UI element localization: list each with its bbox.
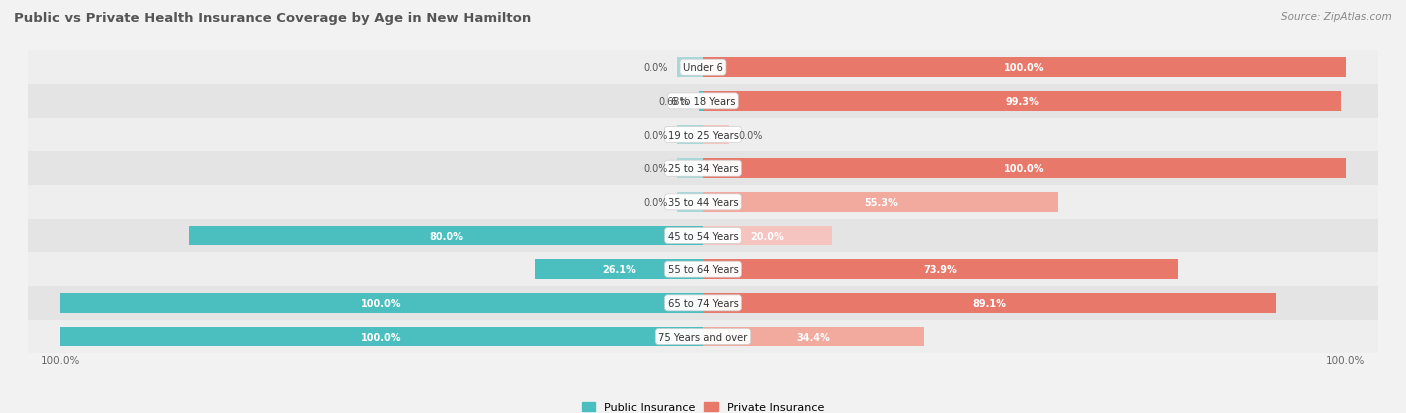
- Bar: [678, 58, 703, 78]
- Bar: [678, 159, 703, 178]
- Bar: [28, 286, 1378, 320]
- Bar: [678, 192, 703, 212]
- Bar: [28, 119, 1378, 152]
- Text: 100.0%: 100.0%: [41, 355, 80, 365]
- Text: 35 to 44 Years: 35 to 44 Years: [668, 197, 738, 207]
- Bar: [60, 327, 703, 347]
- Text: 100.0%: 100.0%: [1004, 164, 1045, 174]
- Text: 55 to 64 Years: 55 to 64 Years: [668, 265, 738, 275]
- Legend: Public Insurance, Private Insurance: Public Insurance, Private Insurance: [578, 398, 828, 413]
- Bar: [703, 126, 728, 145]
- Bar: [28, 185, 1378, 219]
- Bar: [703, 192, 1059, 212]
- Text: 0.0%: 0.0%: [644, 130, 668, 140]
- Text: 26.1%: 26.1%: [602, 265, 636, 275]
- Text: 55.3%: 55.3%: [863, 197, 897, 207]
- Text: 0.68%: 0.68%: [658, 97, 689, 107]
- Text: 100.0%: 100.0%: [361, 298, 402, 308]
- Text: 0.0%: 0.0%: [738, 130, 762, 140]
- Bar: [703, 92, 1341, 112]
- Bar: [703, 327, 924, 347]
- Bar: [188, 226, 703, 246]
- Bar: [28, 219, 1378, 253]
- Text: 0.0%: 0.0%: [644, 164, 668, 174]
- Text: Source: ZipAtlas.com: Source: ZipAtlas.com: [1281, 12, 1392, 22]
- Text: 0.0%: 0.0%: [644, 197, 668, 207]
- Text: 100.0%: 100.0%: [1326, 355, 1365, 365]
- Text: Under 6: Under 6: [683, 63, 723, 73]
- Text: 19 to 25 Years: 19 to 25 Years: [668, 130, 738, 140]
- Bar: [28, 152, 1378, 185]
- Text: 73.9%: 73.9%: [924, 265, 957, 275]
- Text: 34.4%: 34.4%: [797, 332, 831, 342]
- Text: 100.0%: 100.0%: [361, 332, 402, 342]
- Text: 89.1%: 89.1%: [973, 298, 1007, 308]
- Text: 75 Years and over: 75 Years and over: [658, 332, 748, 342]
- Text: 25 to 34 Years: 25 to 34 Years: [668, 164, 738, 174]
- Text: 0.0%: 0.0%: [644, 63, 668, 73]
- Text: 65 to 74 Years: 65 to 74 Years: [668, 298, 738, 308]
- Text: 45 to 54 Years: 45 to 54 Years: [668, 231, 738, 241]
- Bar: [28, 320, 1378, 354]
- Bar: [28, 51, 1378, 85]
- Bar: [28, 85, 1378, 119]
- Text: Public vs Private Health Insurance Coverage by Age in New Hamilton: Public vs Private Health Insurance Cover…: [14, 12, 531, 25]
- Text: 100.0%: 100.0%: [1004, 63, 1045, 73]
- Bar: [536, 260, 703, 279]
- Bar: [678, 126, 703, 145]
- Bar: [703, 159, 1346, 178]
- Bar: [703, 260, 1178, 279]
- Text: 99.3%: 99.3%: [1005, 97, 1039, 107]
- Bar: [703, 293, 1275, 313]
- Bar: [60, 293, 703, 313]
- Text: 80.0%: 80.0%: [429, 231, 463, 241]
- Bar: [703, 226, 831, 246]
- Bar: [699, 92, 703, 112]
- Text: 20.0%: 20.0%: [751, 231, 785, 241]
- Bar: [703, 58, 1346, 78]
- Text: 6 to 18 Years: 6 to 18 Years: [671, 97, 735, 107]
- Bar: [28, 253, 1378, 286]
